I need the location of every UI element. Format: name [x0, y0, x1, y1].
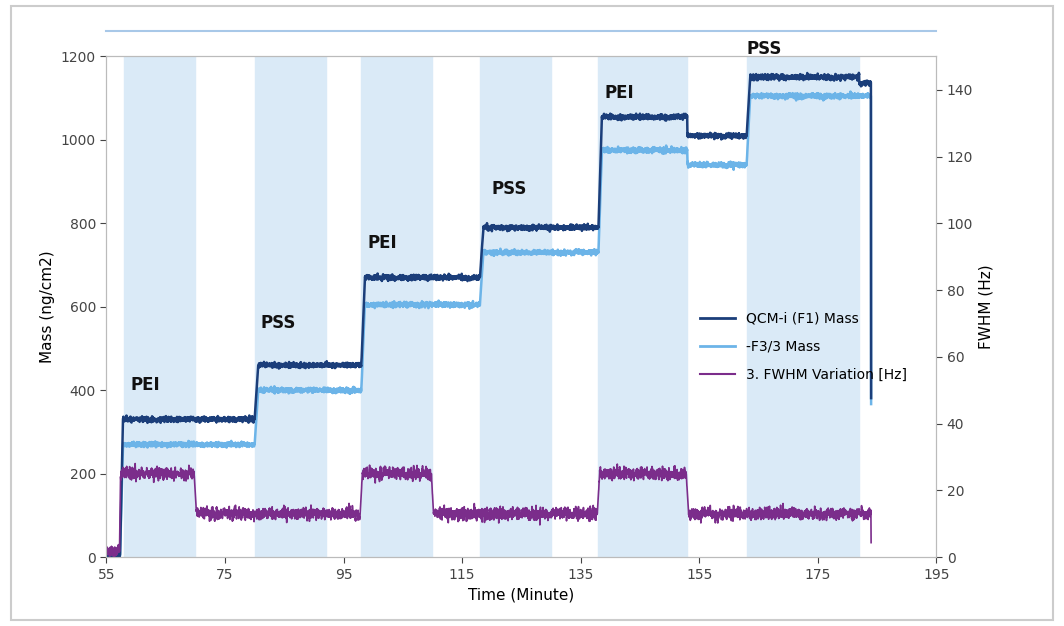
Text: PEI: PEI: [130, 376, 160, 394]
X-axis label: Time (Minute): Time (Minute): [468, 587, 575, 602]
Text: PSS: PSS: [492, 180, 527, 198]
Text: PSS: PSS: [747, 41, 782, 58]
Bar: [480, 56, 551, 557]
Bar: [362, 56, 432, 557]
Legend: QCM-i (F1) Mass, -F3/3 Mass, 3. FWHM Variation [Hz]: QCM-i (F1) Mass, -F3/3 Mass, 3. FWHM Var…: [695, 306, 913, 387]
Y-axis label: Mass (ng/cm2): Mass (ng/cm2): [40, 250, 55, 363]
Bar: [254, 56, 326, 557]
Text: PEI: PEI: [367, 235, 397, 252]
Y-axis label: FWHM (Hz): FWHM (Hz): [979, 264, 994, 349]
Bar: [747, 56, 860, 557]
Bar: [124, 56, 196, 557]
Text: PEI: PEI: [604, 85, 634, 102]
Text: PSS: PSS: [261, 314, 296, 332]
Bar: [598, 56, 687, 557]
